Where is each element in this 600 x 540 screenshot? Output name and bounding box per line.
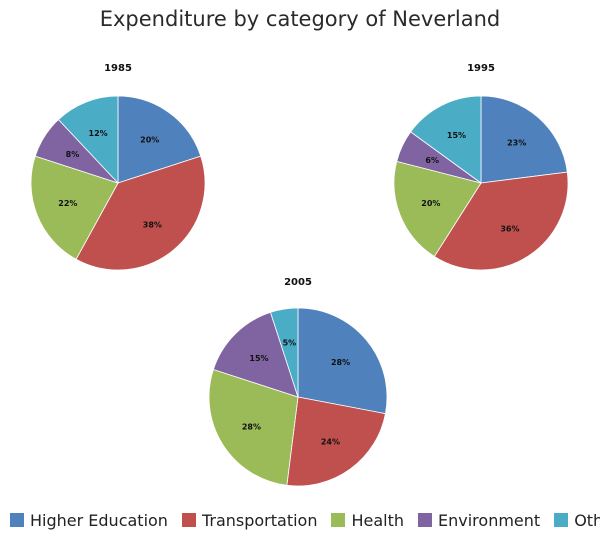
data-label: 24%	[321, 438, 340, 447]
legend-swatch-transportation	[181, 513, 196, 527]
legend-item-other: Other	[554, 511, 600, 530]
data-label: 22%	[58, 199, 77, 208]
data-label: 15%	[447, 131, 466, 140]
legend-item-higher-education: Higher Education	[10, 511, 168, 530]
legend-item-transportation: Transportation	[181, 510, 318, 530]
data-label: 36%	[500, 225, 519, 234]
data-label: 15%	[249, 354, 268, 363]
data-label: 12%	[89, 129, 108, 138]
legend-swatch-environment	[418, 513, 433, 527]
legend-label: Health	[351, 510, 405, 530]
legend-label: Transportation	[201, 510, 318, 530]
data-label: 20%	[421, 199, 440, 208]
pie-title: 1985	[104, 63, 132, 74]
slice-environment-2005	[212, 311, 299, 398]
slice-health-1985	[30, 155, 119, 260]
slice-other-2005	[269, 307, 299, 398]
slice-higher-education-1985	[117, 95, 202, 184]
data-label: 23%	[507, 139, 526, 148]
slice-health-1995	[393, 160, 482, 258]
legend: Higher Education Transportation Health E…	[10, 509, 600, 531]
slice-transportation-2005	[286, 396, 386, 487]
pie-2005: 28% 24% 28% 15% 5% 2005	[208, 277, 388, 487]
slice-health-2005	[208, 368, 299, 486]
data-label: 28%	[242, 423, 261, 432]
slice-transportation-1995	[433, 171, 569, 271]
data-label: 8%	[66, 150, 80, 159]
legend-swatch-higher-education	[10, 513, 24, 527]
legend-swatch-health	[331, 513, 346, 527]
chart-title: Expenditure by category of Neverland	[99, 7, 501, 31]
data-label: 28%	[331, 358, 350, 367]
data-label: 5%	[283, 339, 297, 348]
data-label: 20%	[140, 135, 159, 144]
pie-1995: 23% 36% 20% 6% 15% 1995	[393, 63, 569, 271]
legend-swatch-other	[554, 513, 569, 527]
data-label: 38%	[143, 221, 162, 230]
legend-label: Other	[574, 510, 600, 530]
legend-label: Environment	[438, 510, 541, 530]
slice-higher-education-2005	[297, 307, 388, 415]
slice-transportation-1985	[75, 155, 206, 271]
slice-other-1985	[57, 95, 119, 185]
legend-label: Higher Education	[30, 510, 168, 530]
pie-charts: 20%38%22%8%12%198523%36%20%6%15%199528%2…	[30, 63, 569, 487]
slice-higher-education-1995	[480, 95, 568, 184]
data-label: 6%	[425, 156, 439, 165]
pie-1985: 20% 38% 22% 8% 12% 1985	[30, 63, 206, 271]
pie-title: 2005	[284, 277, 312, 288]
legend-item-environment: Environment	[418, 511, 540, 530]
legend-item-health: Health	[331, 511, 404, 530]
slice-other-1995	[410, 95, 482, 184]
pie-title: 1995	[467, 63, 495, 74]
